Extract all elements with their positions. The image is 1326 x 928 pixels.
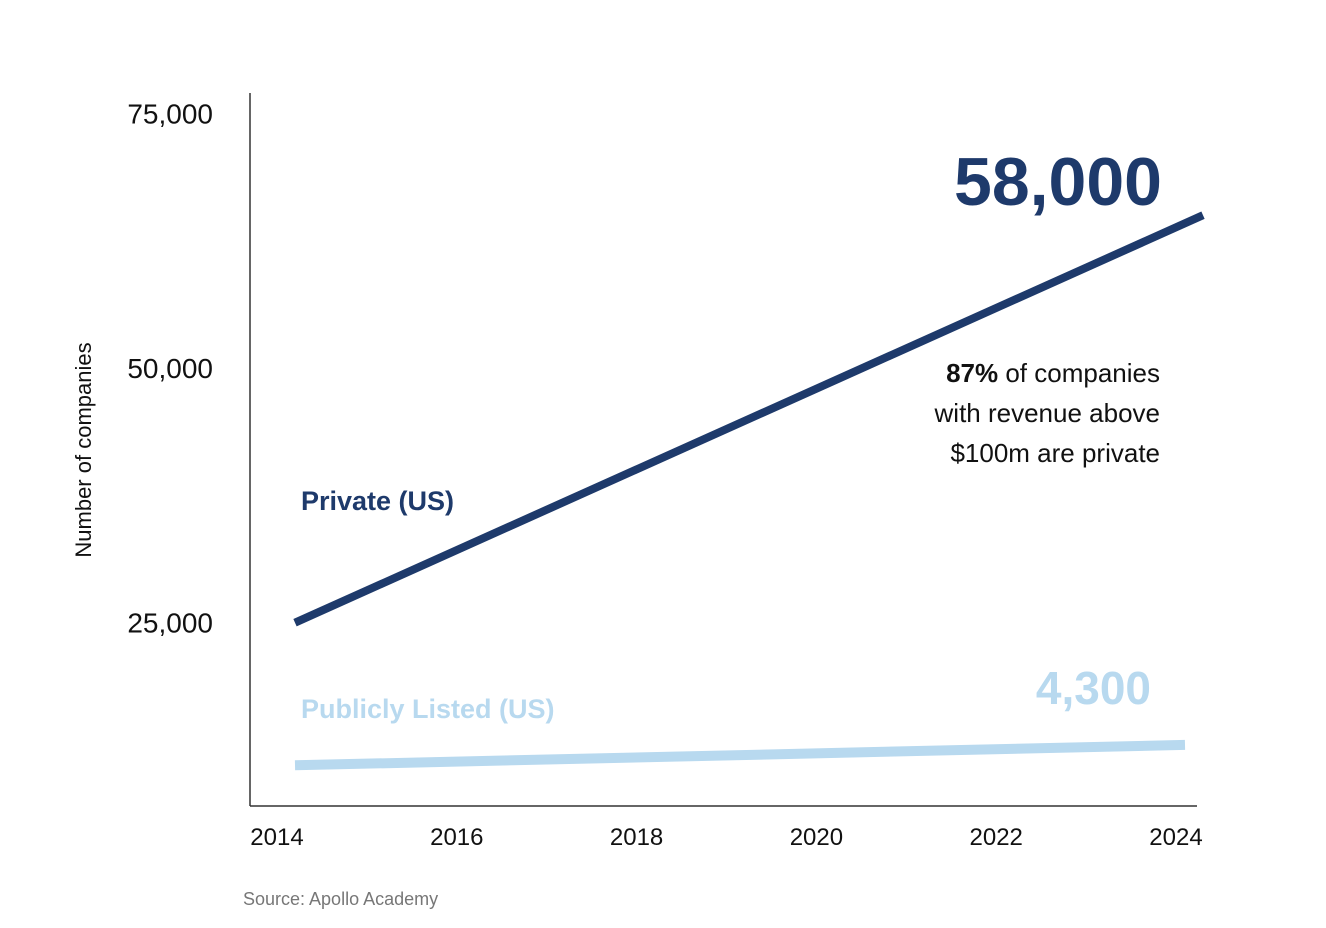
series-lines xyxy=(293,211,1205,771)
y-axis-label: Number of companies xyxy=(71,342,96,557)
x-tick-label: 2018 xyxy=(610,824,663,851)
y-tick-label: 25,000 xyxy=(127,608,213,639)
end-value-public: 4,300 xyxy=(1036,662,1151,714)
y-tick-label: 50,000 xyxy=(127,353,213,384)
annotation-line-1-rest: of companies xyxy=(998,358,1160,388)
series-label-public: Publicly Listed (US) xyxy=(301,694,555,724)
series-line-private xyxy=(293,211,1205,627)
x-tick-label: 2022 xyxy=(970,824,1023,851)
x-tick-label: 2016 xyxy=(430,824,483,851)
annotation-line-2: with revenue above xyxy=(934,398,1160,428)
x-tick-labels: 2014 2016 2018 2020 2022 2024 xyxy=(250,824,1202,851)
y-tick-label: 75,000 xyxy=(127,98,213,129)
x-tick-label: 2020 xyxy=(790,824,843,851)
series-label-private: Private (US) xyxy=(301,486,454,516)
x-tick-label: 2024 xyxy=(1149,824,1202,851)
annotation-bold-percent: 87% xyxy=(946,358,998,388)
annotation-line-3: $100m are private xyxy=(950,438,1160,468)
y-tick-labels: 25,000 50,000 75,000 xyxy=(127,98,213,638)
annotation-line-1: 87% of companies xyxy=(946,358,1160,388)
series-line-public xyxy=(294,739,1186,771)
source-note: Source: Apollo Academy xyxy=(243,889,438,909)
x-tick-label: 2014 xyxy=(250,824,303,851)
end-value-private: 58,000 xyxy=(954,144,1162,220)
